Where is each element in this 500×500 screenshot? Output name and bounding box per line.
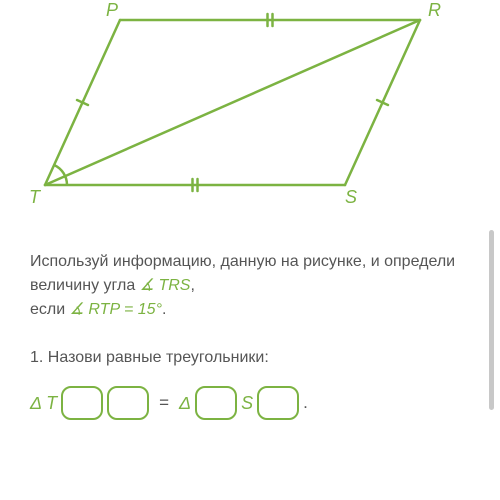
answer-input-1[interactable] [61,386,103,420]
svg-text:T: T [29,187,42,207]
scrollbar-thumb[interactable] [489,230,494,410]
period-1: . [162,301,166,318]
delta-2: Δ [179,390,191,417]
problem-text: Используй информацию, данную на рисунке,… [0,230,500,420]
svg-text:R: R [428,0,441,20]
condition-text: если [30,301,70,318]
angle-rtp: ∡ RTP = 15° [70,301,162,318]
var-T: T [46,390,57,417]
delta-1: Δ [30,390,42,417]
question-1: 1. Назови равные треугольники: [30,346,470,370]
var-S: S [241,390,253,417]
svg-text:P: P [106,0,118,20]
instruction-text-1: Используй информацию, данную на рисунке,… [30,253,455,294]
geometry-diagram: P R S T [0,0,500,230]
angle-trs: ∡ TRS [140,277,191,294]
instruction-paragraph: Используй информацию, данную на рисунке,… [30,250,470,298]
equals-sign: = [159,390,169,416]
condition-paragraph: если ∡ RTP = 15°. [30,298,470,322]
answer-input-2[interactable] [107,386,149,420]
period-2: . [303,390,308,416]
answer-input-4[interactable] [257,386,299,420]
equation-line: ΔT = Δ S . [30,386,470,420]
comma: , [190,277,194,294]
svg-text:S: S [345,187,357,207]
answer-input-3[interactable] [195,386,237,420]
